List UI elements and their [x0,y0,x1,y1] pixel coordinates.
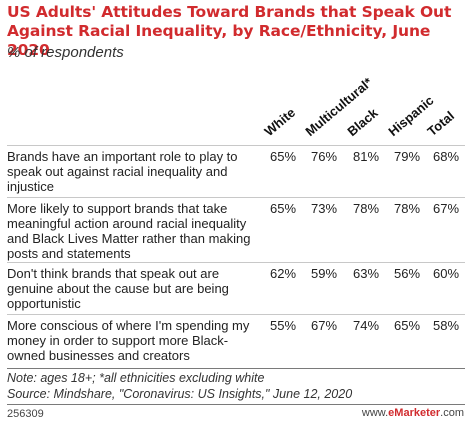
column-header: Black [344,105,381,139]
brand-name: eMarketer [388,407,441,419]
note-text: Note: ages 18+; *all ethnicities excludi… [7,371,265,385]
table-cell: 55% [269,318,297,333]
table-cell: 73% [310,201,338,216]
chart-id: 256309 [7,408,44,420]
table-cell: 67% [432,201,460,216]
column-header: White [261,104,299,139]
footer-divider [7,404,465,405]
row-divider [7,314,465,315]
header-divider [7,145,465,146]
brand-prefix: www. [361,407,389,419]
table-cell: 65% [269,201,297,216]
table-cell: 79% [393,149,421,164]
table-cell: 59% [310,266,338,281]
chart-subtitle: % of respondents [7,44,124,61]
table-cell: 56% [393,266,421,281]
table-cell: 62% [269,266,297,281]
row-label: More likely to support brands that take … [7,201,251,261]
table-cell: 58% [432,318,460,333]
table-cell: 78% [352,201,380,216]
table-cell: 78% [393,201,421,216]
table-cell: 65% [269,149,297,164]
row-divider [7,262,465,263]
chart-title: US Adults' Attitudes Toward Brands that … [7,3,452,59]
table-cell: 74% [352,318,380,333]
table-cell: 68% [432,149,460,164]
brand-link[interactable]: www.eMarketer.com [362,407,464,419]
table-cell: 67% [310,318,338,333]
table-cell: 76% [310,149,338,164]
row-label: Brands have an important role to play to… [7,149,238,194]
row-divider [7,197,465,198]
row-label: Don't think brands that speak out are ge… [7,266,229,311]
source-text: Source: Mindshare, "Coronavirus: US Insi… [7,387,353,401]
notes-divider [7,368,465,369]
brand-suffix: .com [440,407,464,419]
table-cell: 81% [352,149,380,164]
table-cell: 63% [352,266,380,281]
table-cell: 65% [393,318,421,333]
column-header: Total [424,108,458,139]
table-cell: 60% [432,266,460,281]
row-label: More conscious of where I'm spending my … [7,318,250,363]
